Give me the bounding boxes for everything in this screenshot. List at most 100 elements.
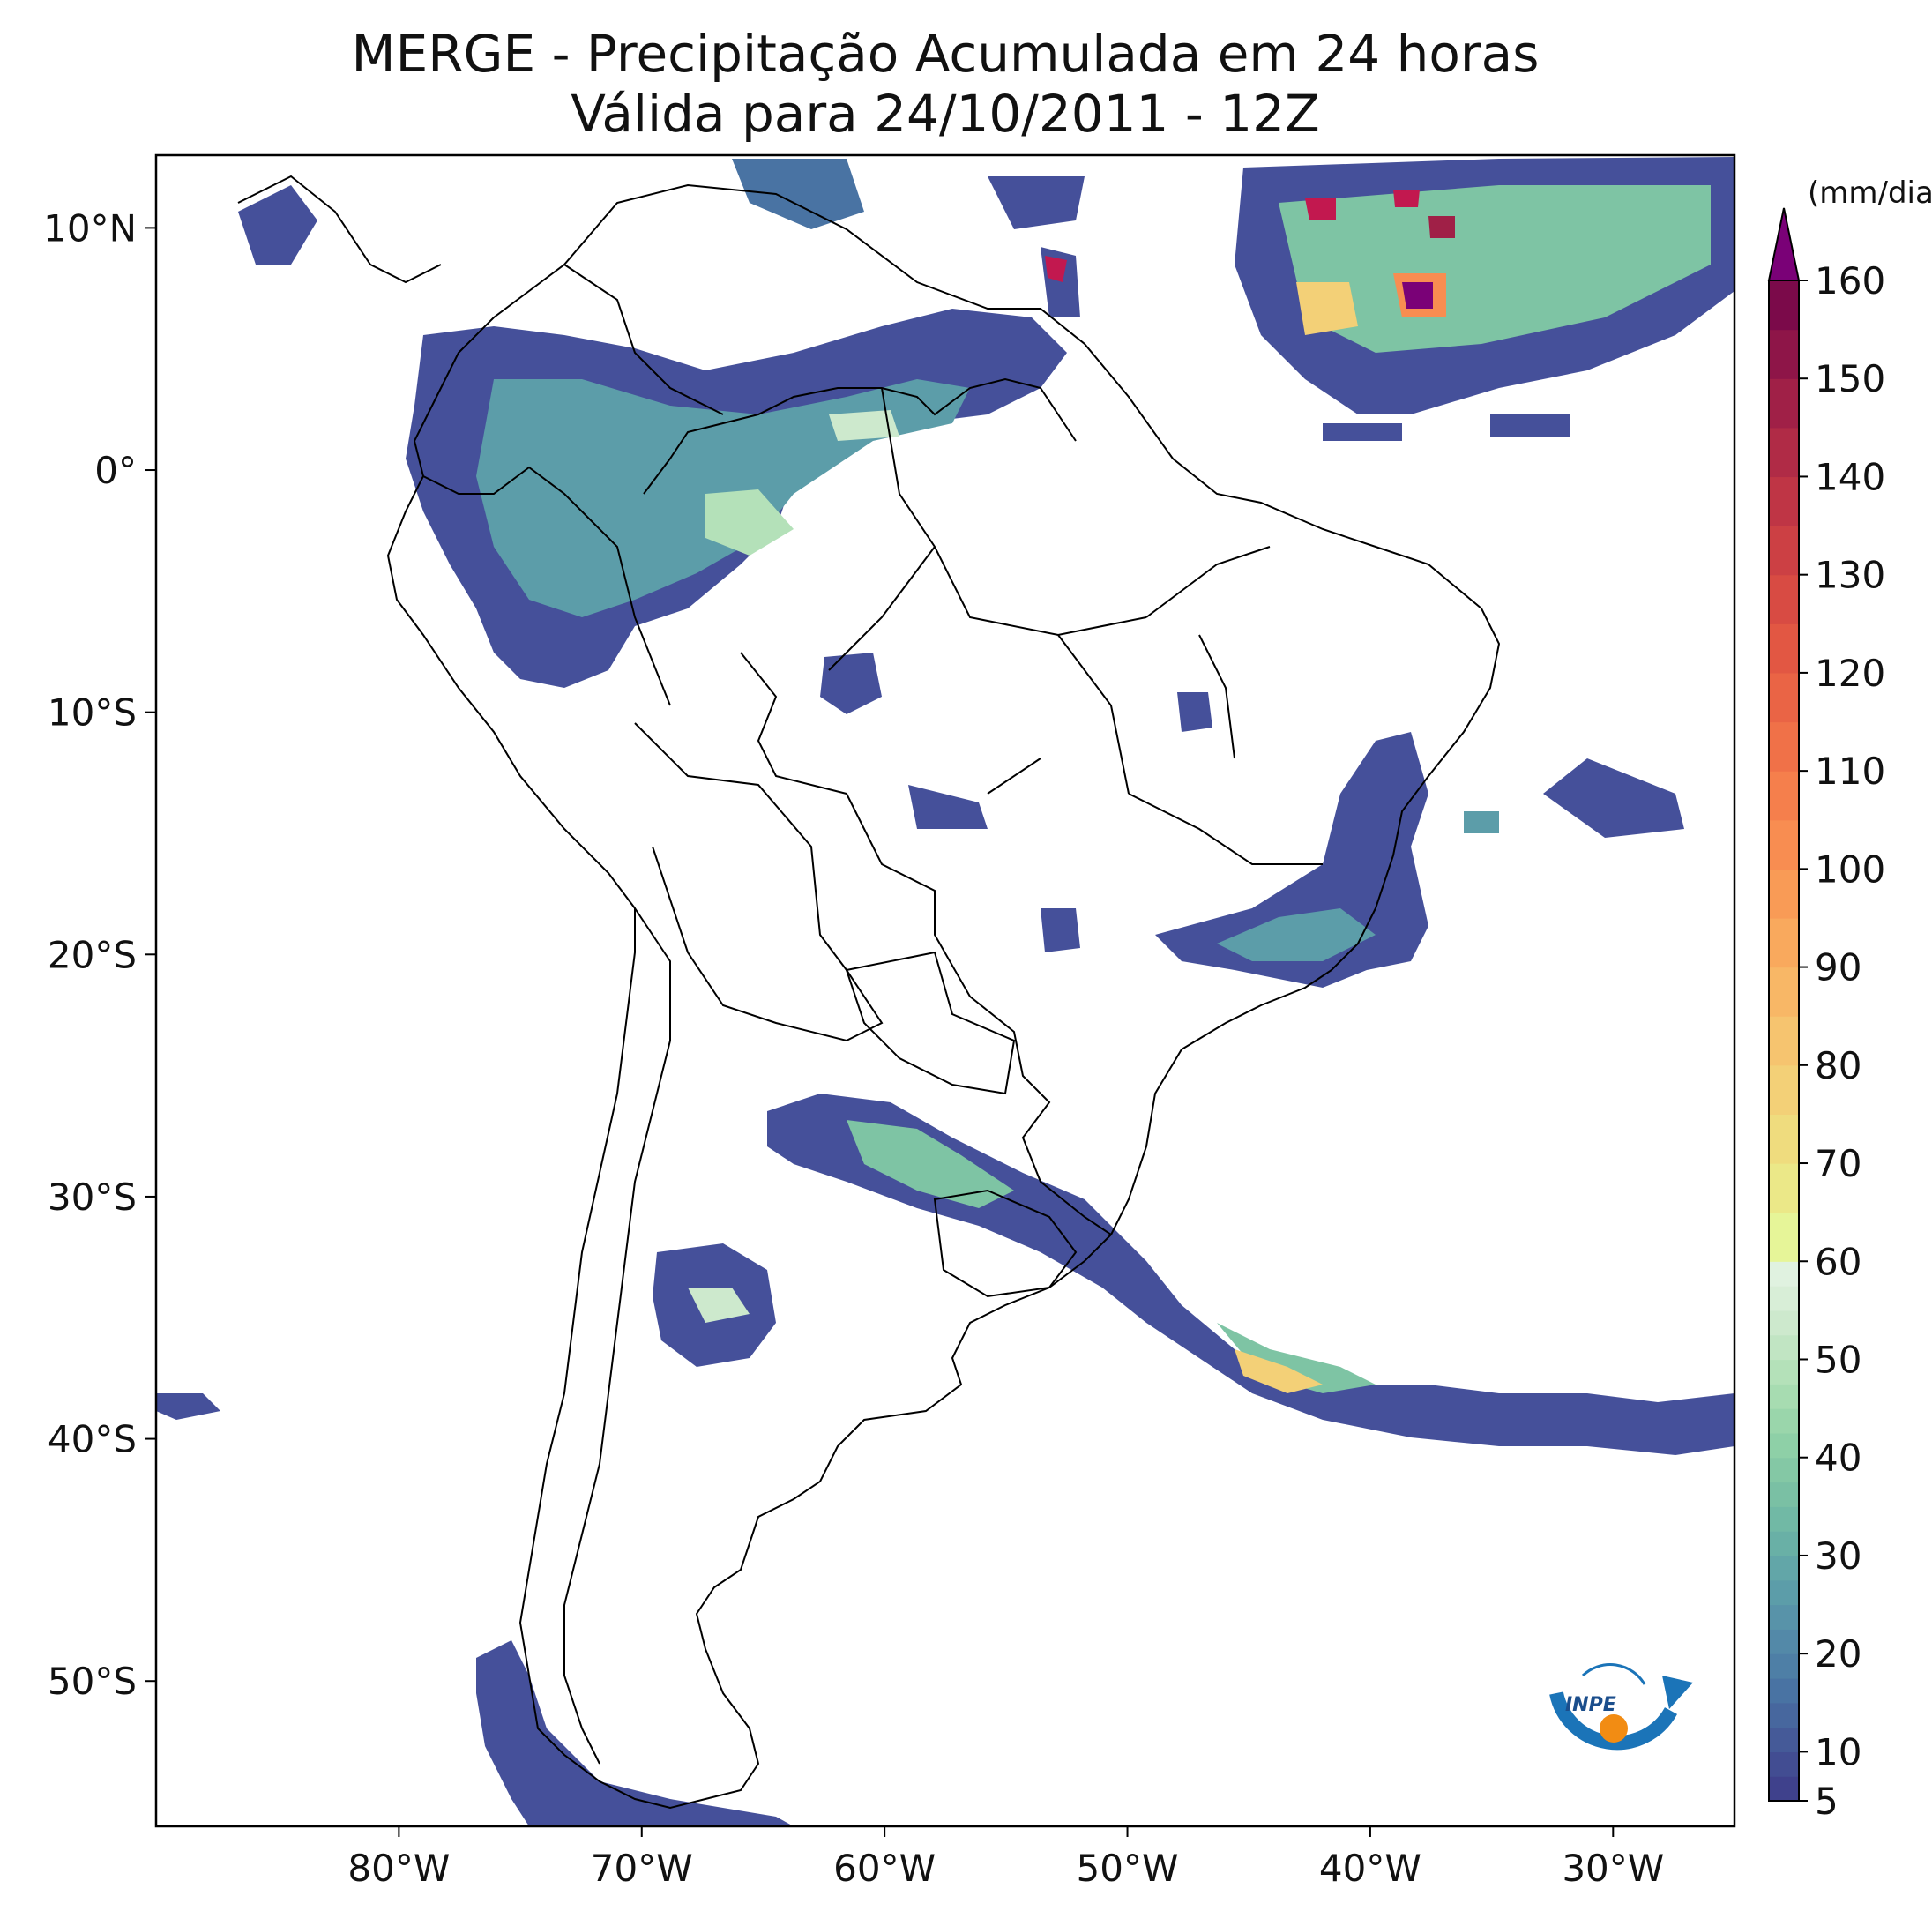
lat-tick-label: 20°S xyxy=(48,933,137,976)
colorbar-tick-label: 30 xyxy=(1815,1534,1861,1578)
colorbar-band xyxy=(1769,329,1799,379)
colorbar-tick-label: 120 xyxy=(1815,652,1885,695)
colorbar-band xyxy=(1769,1163,1799,1213)
colorbar-band xyxy=(1769,1261,1799,1287)
paraguay-border xyxy=(845,951,1016,1095)
lat-tick-label: 10°N xyxy=(43,206,137,250)
colorbar-tick-label: 5 xyxy=(1815,1780,1839,1823)
precip-region-itcz-hot1 xyxy=(1296,282,1358,335)
lon-tick-label: 50°W xyxy=(1077,1847,1179,1890)
colorbar-band xyxy=(1769,869,1799,919)
lon-tick-label: 70°W xyxy=(591,1847,693,1890)
colorbar-tick-label: 80 xyxy=(1815,1044,1861,1087)
precip-region-itcz-max2 xyxy=(1305,198,1336,220)
precip-region-front-core2 xyxy=(1217,1323,1376,1393)
peru-ecuador-border xyxy=(422,466,671,706)
south-america-coastline xyxy=(386,183,1501,1810)
lat-tick-label: 40°S xyxy=(48,1418,137,1461)
colorbar-band xyxy=(1769,378,1799,429)
colorbar-band xyxy=(1769,280,1799,331)
precip-region-southeast-core xyxy=(1217,908,1376,961)
colorbar-band xyxy=(1769,1531,1799,1556)
colorbar-band xyxy=(1769,574,1799,624)
map-frame xyxy=(154,153,1736,1828)
precip-region-front-max xyxy=(1235,1349,1323,1393)
colorbar-band xyxy=(1769,1286,1799,1311)
lat-tick-label: 10°S xyxy=(48,691,137,735)
colorbar-tick-label: 70 xyxy=(1815,1142,1861,1185)
colorbar-ticks: 5 10 20 30 40 50 60 70 80 90 100 110 120 130 140 150 160 xyxy=(1799,259,1885,1823)
colorbar-band xyxy=(1769,1310,1799,1336)
colorbar-band xyxy=(1769,1555,1799,1581)
colombia-venezuela-border xyxy=(563,264,724,415)
precip-region-caribbean2 xyxy=(988,176,1085,229)
colorbar-extend-arrow xyxy=(1767,207,1801,281)
colorbar-band xyxy=(1769,1408,1799,1434)
colorbar-band xyxy=(1769,623,1799,674)
precip-region-argentina-front xyxy=(767,1094,1734,1455)
colorbar-band xyxy=(1769,721,1799,772)
colorbar-bands xyxy=(1769,280,1799,1802)
colorbar-band xyxy=(1769,1604,1799,1630)
colorbar-band xyxy=(1769,476,1799,526)
colorbar-band xyxy=(1769,1457,1799,1483)
country-boundaries xyxy=(237,175,1501,1810)
precip-region-amazon-max xyxy=(705,489,794,556)
colorbar-tick-label: 130 xyxy=(1815,554,1885,597)
colorbar-band xyxy=(1769,1482,1799,1507)
colorbar-band xyxy=(1769,917,1799,968)
colorbar-band xyxy=(1769,1212,1799,1262)
logo-text: INPE xyxy=(1565,1694,1616,1716)
colorbar-band xyxy=(1769,1506,1799,1532)
colorbar-tick-label: 150 xyxy=(1815,357,1885,400)
colorbar-tick-label: 10 xyxy=(1815,1730,1861,1773)
precip-region-itcz-max3 xyxy=(1393,190,1420,207)
colorbar-tick-label: 160 xyxy=(1815,259,1885,302)
lon-tick-label: 80°W xyxy=(347,1847,450,1890)
colorbar-band xyxy=(1769,1653,1799,1679)
precip-region-amazon-max2 xyxy=(829,410,899,441)
precip-region-patagonia xyxy=(476,1640,794,1826)
precip-region-caribbean xyxy=(732,159,864,229)
precip-region-pacific xyxy=(156,1393,220,1420)
logo-dot xyxy=(1600,1714,1628,1743)
colorbar-tick-label: 100 xyxy=(1815,847,1885,891)
precip-region-mendoza-core xyxy=(688,1288,750,1323)
lat-tick-label: 50°S xyxy=(48,1660,137,1703)
precip-region-rondonia xyxy=(820,653,882,714)
lat-tick-label: 30°S xyxy=(48,1176,137,1219)
brazil-states xyxy=(828,387,1323,865)
precip-region-guiana-max xyxy=(1045,256,1067,282)
map-title: MERGE - Precipitação Acumulada em 24 hor… xyxy=(351,24,1540,84)
precip-region-itcz-max4 xyxy=(1428,216,1455,238)
colorbar-tick-label: 90 xyxy=(1815,946,1861,989)
precip-region-front-core xyxy=(847,1120,1014,1208)
map-subtitle: Válida para 24/10/2011 - 12Z xyxy=(571,84,1320,144)
precipitation-field xyxy=(156,157,1734,1826)
logo-arc xyxy=(1549,1691,1678,1751)
colorbar-tick-label: 40 xyxy=(1815,1437,1861,1480)
longitude-axis: 80°W 70°W 60°W 50°W 40°W 30°W xyxy=(347,1826,1664,1890)
lat-tick-label: 0° xyxy=(94,449,137,492)
colorbar-frame xyxy=(1768,280,1800,1802)
colorbar-band xyxy=(1769,1432,1799,1459)
colorbar-band xyxy=(1769,819,1799,870)
lon-tick-label: 60°W xyxy=(833,1847,936,1890)
colorbar-tick-label: 60 xyxy=(1815,1240,1861,1283)
lon-tick-label: 30°W xyxy=(1562,1847,1664,1890)
colorbar-band xyxy=(1769,427,1799,478)
colorbar-band xyxy=(1769,771,1799,821)
precip-region-east-atl xyxy=(1543,758,1684,838)
lon-tick-label: 40°W xyxy=(1319,1847,1421,1890)
colorbar-band xyxy=(1769,1776,1799,1802)
colorbar-band xyxy=(1769,1579,1799,1606)
colorbar-band xyxy=(1769,1359,1799,1385)
latitude-axis: 10°N 0° 10°S 20°S 30°S 40°S 50°S xyxy=(43,206,156,1703)
precip-region-tocantins xyxy=(1177,692,1212,732)
colorbar-unit: (mm/dia) xyxy=(1808,175,1932,211)
precip-region-east-atl2 xyxy=(1464,811,1499,833)
precip-region-itcz-small xyxy=(1323,423,1402,441)
colorbar-band xyxy=(1769,1016,1799,1066)
colorbar-band xyxy=(1769,1751,1799,1777)
inpe-logo: INPE xyxy=(1549,1663,1693,1751)
